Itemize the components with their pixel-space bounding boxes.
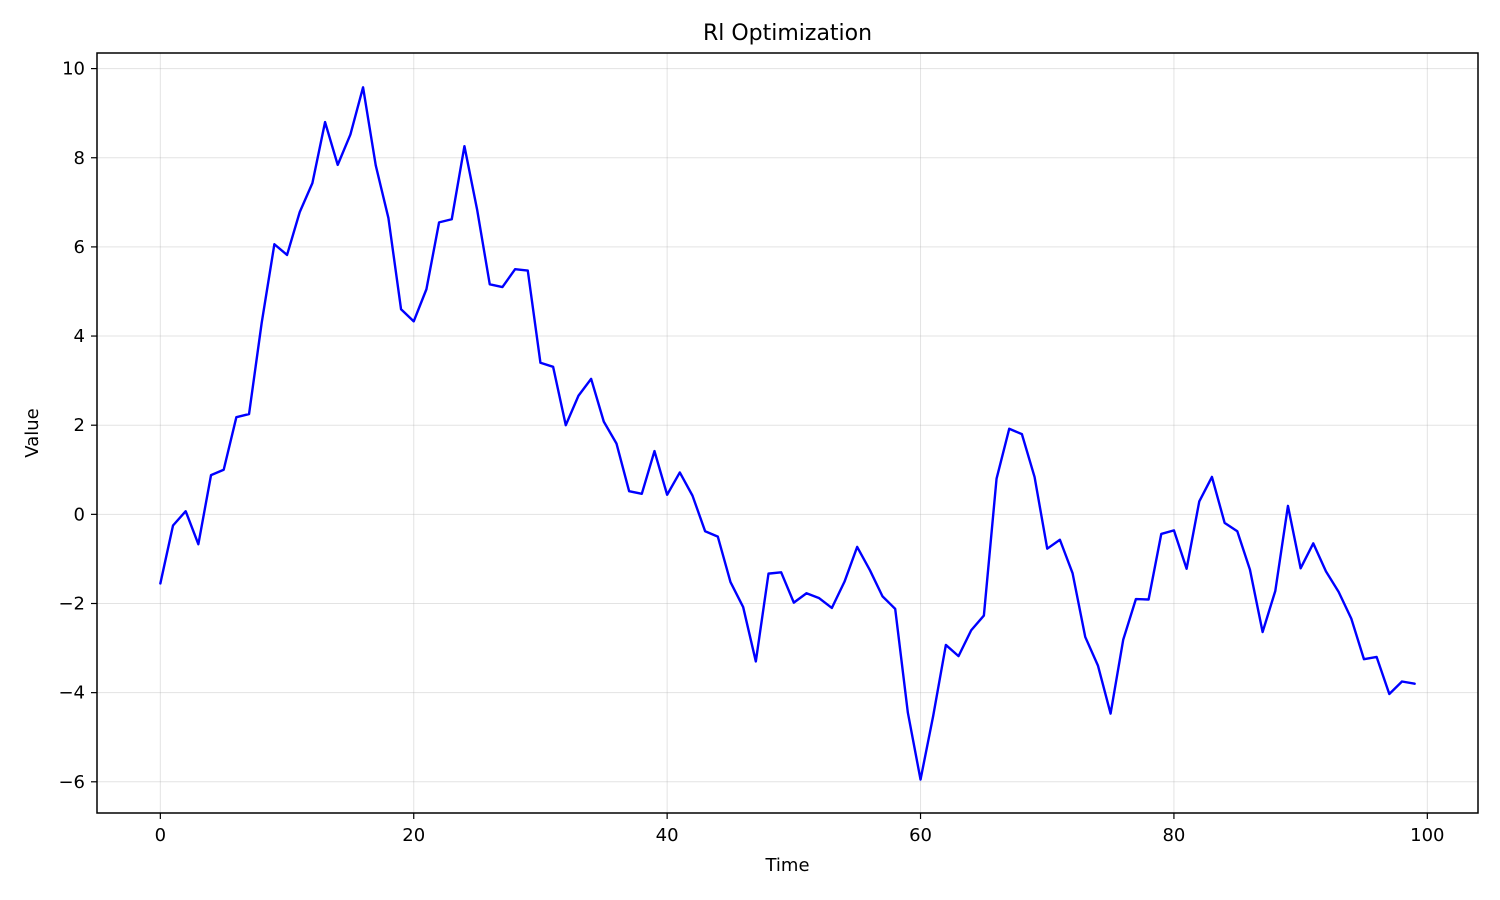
- x-tick-label: 80: [1162, 825, 1185, 846]
- y-tick-label: 8: [74, 148, 85, 169]
- y-tick-label: 4: [74, 326, 85, 347]
- y-tick-label: 0: [74, 504, 85, 525]
- y-tick-label: 6: [74, 237, 85, 258]
- chart-title: Rl Optimization: [703, 21, 872, 46]
- x-tick-label: 20: [402, 825, 425, 846]
- x-tick-label: 60: [909, 825, 932, 846]
- x-tick-label: 40: [656, 825, 679, 846]
- y-tick-label: −6: [58, 772, 85, 793]
- y-tick-label: 2: [74, 415, 85, 436]
- x-tick-label: 100: [1410, 825, 1444, 846]
- y-axis-label: Value: [22, 408, 43, 457]
- y-tick-label: 10: [62, 59, 85, 80]
- tick-layer: 0 20 40 60 80 100 −6 −4 −2 0 2 4 6 8 10: [58, 59, 1444, 846]
- y-tick-label: −4: [58, 683, 85, 704]
- plot-area-frame: [96, 52, 1479, 814]
- grid-layer: [97, 53, 1478, 813]
- series-layer: [159, 86, 1416, 781]
- x-axis-label: Time: [764, 855, 809, 876]
- x-tick-label: 0: [155, 825, 166, 846]
- series-line-1: [159, 86, 1416, 781]
- y-tick-label: −2: [58, 593, 85, 614]
